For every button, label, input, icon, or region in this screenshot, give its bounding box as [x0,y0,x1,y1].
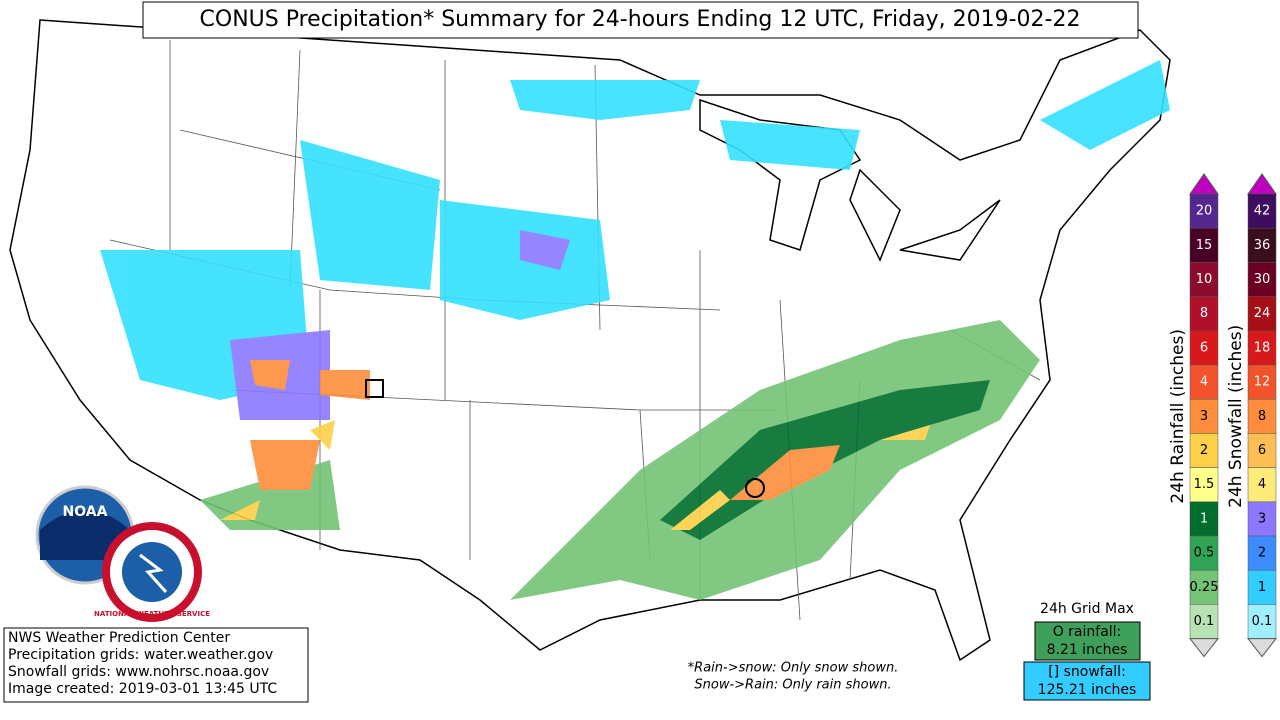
scale-label: 0.1 [1194,614,1215,629]
note-line: Snow->Rain: Only rain shown. [694,678,891,693]
snow-max-value: 125.21 inches [1038,682,1137,698]
scale-label: 2 [1200,443,1208,458]
scale-label: 8 [1200,306,1208,321]
scale-label: 30 [1254,272,1271,287]
scale-cell [1247,433,1277,468]
scale-label: 3 [1200,409,1208,424]
precipitation [100,60,1170,600]
scale-cell [1189,604,1219,639]
rain-max-marker [745,478,765,498]
scale-cell [1189,364,1219,400]
snow-max-marker [365,379,384,398]
scale-label: 12 [1254,375,1271,390]
scale-label: 1.5 [1194,477,1215,492]
notes: *Rain->snow: Only snow shown. Snow->Rain:… [688,661,899,693]
scale-label: 15 [1196,238,1213,253]
color-scales: 20 15 10 8 6 4 3 2 1.5 1 0.5 0.25 0.1 24h Rainfall (i… [1168,173,1278,658]
snow-max-box [1023,661,1151,701]
scale-cell [1247,398,1277,434]
scale-label: 6 [1200,340,1208,355]
scale-label: 0.5 [1194,546,1215,561]
credit-line: Image created: 2019-03-01 13:45 UTC [8,681,277,697]
scale-label: 3 [1258,511,1266,526]
noaa-text: NOAA [63,504,108,520]
title-box [142,1,1139,39]
scale-cell [1247,501,1277,537]
credit-line: NWS Weather Prediction Center [8,630,230,646]
scale-label: 0.1 [1252,614,1273,629]
scale-cell [1247,467,1277,503]
scale-label: 1 [1258,580,1266,595]
scale-cell [1189,569,1219,605]
scale-cell [1189,535,1219,571]
scale-cell [1189,467,1219,503]
scale-title: 24h Snowfall (inches) [1226,325,1246,508]
scale-label: 1 [1200,511,1208,526]
scale-cell [1247,569,1277,605]
scale-cell [1189,296,1219,332]
scale-label: 4 [1200,375,1208,390]
rain-max-value: 8.21 inches [1047,642,1128,658]
scale-cell [1189,227,1219,263]
scale-cell [1247,262,1277,297]
scale-label: 4 [1258,477,1266,492]
credits: NWS Weather Prediction CenterPrecipitati… [8,630,277,697]
scale-cell [1189,433,1219,468]
snow-heavy [230,230,570,420]
nws-text: NATIONAL WEATHER SERVICE [94,610,210,618]
credit-line: Precipitation grids: water.weather.gov [8,647,273,663]
scale-label: 10 [1196,272,1213,287]
title: CONUS Precipitation* Summary for 24-hour… [200,7,1081,32]
scale-label: 6 [1258,443,1266,458]
nws-logo: NATIONAL WEATHER SERVICE [94,522,210,622]
snow-max-label: [] snowfall: [1048,664,1126,680]
snow-area [100,60,1170,400]
rain-max-box [1034,621,1141,661]
rain-area [200,320,1040,600]
scale-bottom-arrow [1188,638,1220,658]
note-line: *Rain->snow: Only snow shown. [688,661,899,676]
scale-label: 8 [1258,409,1266,424]
scale-cell [1189,193,1219,229]
scale-label: 18 [1254,340,1271,355]
rain-max [250,360,840,500]
scale-cell [1189,262,1219,297]
scale-cell [1189,398,1219,434]
scale-label: 20 [1196,204,1213,219]
scale-title: 24h Rainfall (inches) [1168,329,1188,504]
scale-cell [1247,535,1277,571]
scale-label: 24 [1254,306,1271,321]
scale-cell [1247,296,1277,332]
scale-cell [1247,193,1277,229]
grid-max-title: 24h Grid Max [1040,601,1134,617]
scale-bottom-arrow [1246,638,1278,658]
rain-max-label: O rainfall: [1053,624,1122,640]
credit-line: Snowfall grids: www.nohrsc.noaa.gov [8,664,269,680]
scale-label: 2 [1258,546,1266,561]
scale-label: 36 [1254,238,1271,253]
scale-cell [1189,330,1219,366]
credits-box [3,627,309,703]
scale-label: 0.25 [1190,580,1219,595]
scale-label: 42 [1254,204,1271,219]
scale-cell [1247,604,1277,639]
